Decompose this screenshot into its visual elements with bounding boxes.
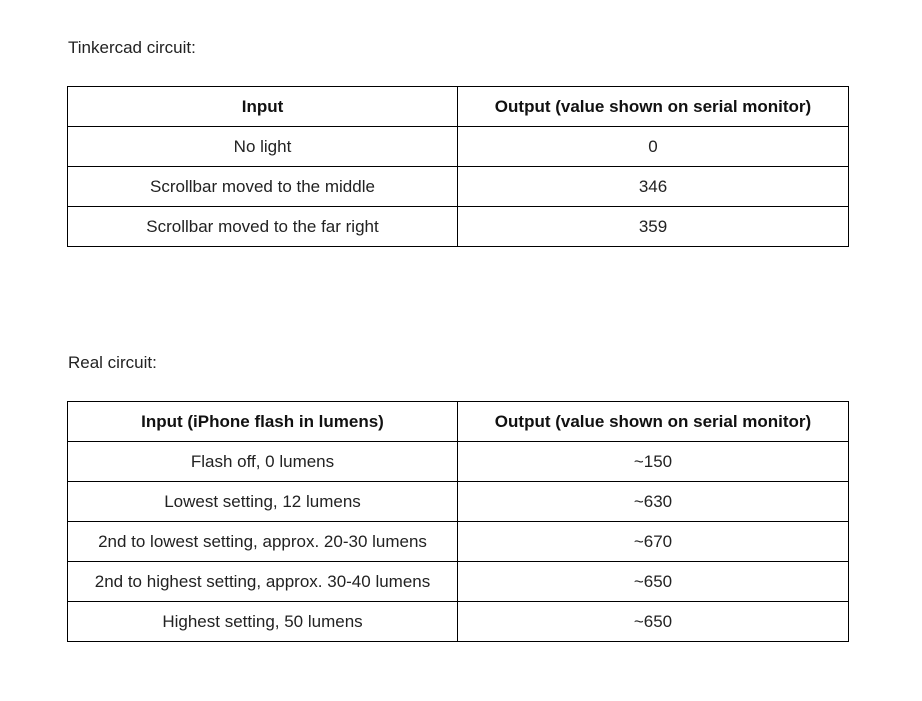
column-header-input: Input (iPhone flash in lumens) (67, 401, 458, 442)
table-row: Highest setting, 50 lumens ~650 (67, 601, 849, 642)
input-cell: Scrollbar moved to the far right (67, 206, 458, 247)
input-cell: Scrollbar moved to the middle (67, 166, 458, 207)
output-cell: ~650 (457, 601, 849, 642)
real-circuit-results-table: Input (iPhone flash in lumens) Output (v… (67, 401, 849, 642)
column-header-input: Input (67, 86, 458, 127)
section-heading-tinkercad: Tinkercad circuit: (68, 38, 196, 57)
tinkercad-results-table: Input Output (value shown on serial moni… (67, 86, 849, 247)
table-row: 2nd to lowest setting, approx. 20-30 lum… (67, 521, 849, 562)
output-cell: ~650 (457, 561, 849, 602)
input-cell: Lowest setting, 12 lumens (67, 481, 458, 522)
table-row: Scrollbar moved to the middle 346 (67, 166, 849, 207)
output-cell: 0 (457, 126, 849, 167)
output-cell: 359 (457, 206, 849, 247)
table-row: Flash off, 0 lumens ~150 (67, 441, 849, 482)
output-cell: ~150 (457, 441, 849, 482)
output-cell: 346 (457, 166, 849, 207)
table-header-row: Input (iPhone flash in lumens) Output (v… (67, 401, 849, 442)
input-cell: 2nd to lowest setting, approx. 20-30 lum… (67, 521, 458, 562)
table-row: No light 0 (67, 126, 849, 167)
column-header-output: Output (value shown on serial monitor) (457, 401, 849, 442)
input-cell: 2nd to highest setting, approx. 30-40 lu… (67, 561, 458, 602)
input-cell: Highest setting, 50 lumens (67, 601, 458, 642)
input-cell: Flash off, 0 lumens (67, 441, 458, 482)
table-header-row: Input Output (value shown on serial moni… (67, 86, 849, 127)
section-heading-real-circuit: Real circuit: (68, 353, 157, 372)
input-cell: No light (67, 126, 458, 167)
table-row: Lowest setting, 12 lumens ~630 (67, 481, 849, 522)
table-row: 2nd to highest setting, approx. 30-40 lu… (67, 561, 849, 602)
column-header-output: Output (value shown on serial monitor) (457, 86, 849, 127)
table-row: Scrollbar moved to the far right 359 (67, 206, 849, 247)
output-cell: ~630 (457, 481, 849, 522)
output-cell: ~670 (457, 521, 849, 562)
